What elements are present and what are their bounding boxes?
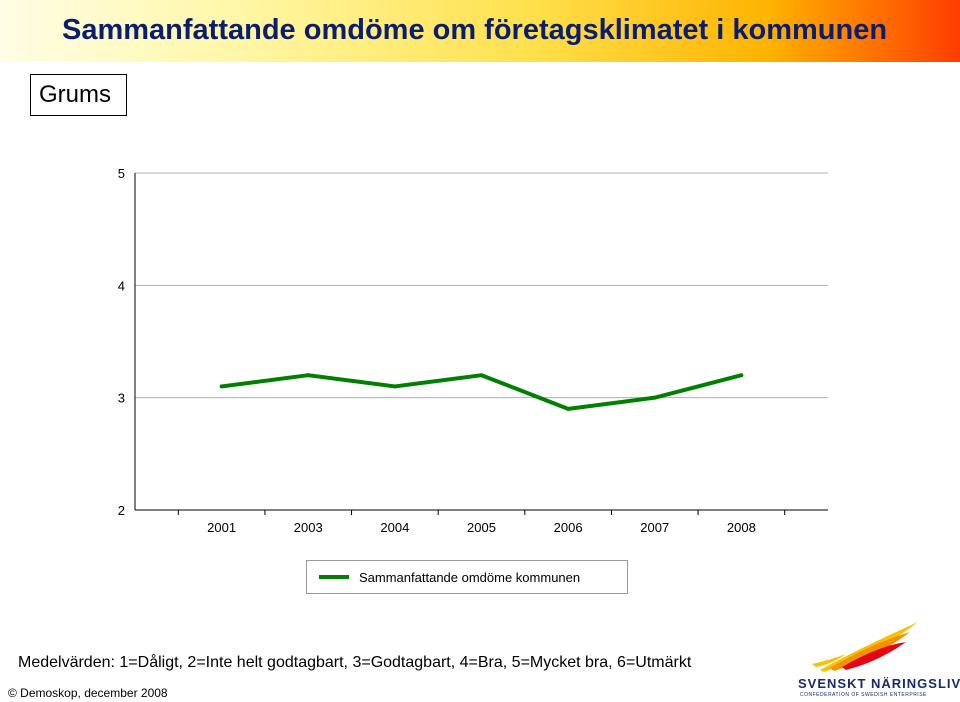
flame-icon xyxy=(812,622,918,672)
y-tick-label: 4 xyxy=(118,278,125,293)
page-title: Sammanfattande omdöme om företagsklimate… xyxy=(62,14,888,46)
y-tick-label: 3 xyxy=(118,391,125,406)
y-tick-label: 5 xyxy=(118,166,125,181)
data-point xyxy=(739,373,744,378)
series-line xyxy=(221,373,742,411)
title-banner xyxy=(0,0,960,62)
x-tick-label: 2004 xyxy=(380,520,409,535)
svenskt-naringsliv-logo: SVENSKT NÄRINGSLIV CONFEDERATION OF SWED… xyxy=(790,618,960,702)
data-point xyxy=(219,384,224,389)
data-point xyxy=(392,384,397,389)
copyright-notice: © Demoskop, december 2008 xyxy=(8,686,168,700)
scale-note: Medelvärden: 1=Dåligt, 2=Inte helt godta… xyxy=(18,654,692,671)
data-point xyxy=(479,373,484,378)
x-tick-label: 2008 xyxy=(727,520,756,535)
y-tick-label: 2 xyxy=(118,503,125,518)
x-tick-label: 2001 xyxy=(207,520,236,535)
logo-text: SVENSKT NÄRINGSLIV xyxy=(798,676,960,691)
data-point xyxy=(652,395,657,400)
x-tick-label: 2003 xyxy=(294,520,323,535)
logo-subtext: CONFEDERATION OF SWEDISH ENTERPRISE xyxy=(800,692,927,698)
x-tick-label: 2006 xyxy=(554,520,583,535)
data-point xyxy=(566,406,571,411)
x-tick-label: 2007 xyxy=(640,520,669,535)
data-point xyxy=(306,373,311,378)
municipality-label: Grums xyxy=(30,74,127,116)
x-tick-label: 2005 xyxy=(467,520,496,535)
legend-swatch xyxy=(319,575,349,579)
chart-legend: Sammanfattande omdöme kommunen xyxy=(306,560,628,594)
legend-label: Sammanfattande omdöme kommunen xyxy=(359,569,581,585)
